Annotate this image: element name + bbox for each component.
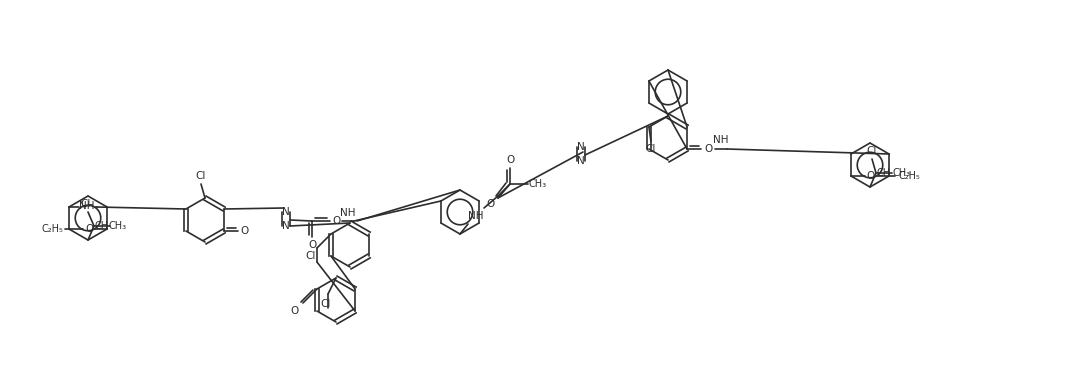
Text: O: O (486, 199, 494, 209)
Text: N: N (282, 207, 290, 217)
Text: Cl: Cl (320, 299, 331, 309)
Text: CH: CH (94, 221, 108, 231)
Text: Cl: Cl (195, 171, 206, 181)
Text: O: O (332, 216, 340, 226)
Text: NH: NH (468, 211, 483, 221)
Text: O: O (85, 224, 93, 234)
Text: O: O (704, 144, 712, 154)
Text: Cl: Cl (866, 146, 877, 156)
Text: O: O (308, 240, 316, 250)
Text: O: O (240, 226, 248, 236)
Text: CH₃: CH₃ (529, 179, 547, 189)
Text: Cl: Cl (81, 199, 92, 209)
Text: C₂H₅: C₂H₅ (41, 224, 63, 234)
Text: CH: CH (876, 168, 890, 178)
Text: Cl: Cl (645, 144, 656, 154)
Text: CH₃: CH₃ (893, 168, 911, 178)
Text: N: N (577, 142, 585, 152)
Text: NH: NH (340, 208, 356, 218)
Text: O: O (291, 306, 299, 316)
Text: O: O (866, 171, 875, 181)
Text: N: N (282, 221, 290, 231)
Text: CH₃: CH₃ (109, 221, 127, 231)
Text: O: O (506, 155, 514, 165)
Text: NH: NH (79, 201, 95, 211)
Text: Cl: Cl (305, 251, 316, 261)
Text: NH: NH (713, 135, 728, 145)
Text: C₂H₅: C₂H₅ (898, 171, 919, 181)
Text: N: N (577, 156, 585, 166)
